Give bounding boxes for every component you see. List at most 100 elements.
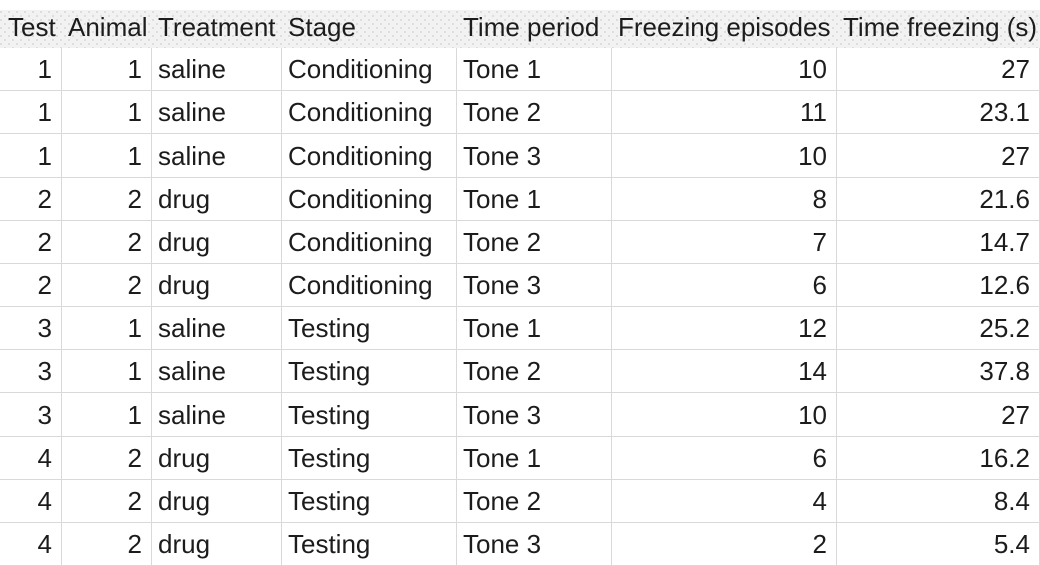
table-row: 1 1 saline Conditioning Tone 3 10 27 (0, 134, 1040, 178)
cell-treatment[interactable]: drug (152, 263, 282, 306)
header-animal[interactable]: Animal (68, 12, 148, 42)
cell-stage[interactable]: Conditioning (282, 220, 457, 263)
cell-animal[interactable]: 2 (62, 263, 152, 306)
cell-test[interactable]: 2 (0, 177, 62, 220)
cell-animal[interactable]: 2 (62, 522, 152, 565)
cell-time_period[interactable]: Tone 1 (457, 48, 612, 91)
cell-freezing_episodes[interactable]: 14 (612, 350, 837, 393)
cell-treatment[interactable]: saline (152, 134, 282, 177)
cell-time_period[interactable]: Tone 1 (457, 436, 612, 479)
table-row: 2 2 drug Conditioning Tone 3 6 12.6 (0, 263, 1040, 307)
cell-stage[interactable]: Conditioning (282, 263, 457, 306)
cell-freezing_episodes[interactable]: 6 (612, 263, 837, 306)
cell-freezing_episodes[interactable]: 11 (612, 91, 837, 134)
cell-treatment[interactable]: saline (152, 350, 282, 393)
cell-freezing_episodes[interactable]: 8 (612, 177, 837, 220)
cell-test[interactable]: 1 (0, 91, 62, 134)
cell-freezing_episodes[interactable]: 12 (612, 307, 837, 350)
cell-stage[interactable]: Testing (282, 522, 457, 565)
cell-animal[interactable]: 1 (62, 350, 152, 393)
cell-test[interactable]: 3 (0, 393, 62, 436)
cell-time_period[interactable]: Tone 2 (457, 220, 612, 263)
cell-stage[interactable]: Testing (282, 479, 457, 522)
cell-freezing_episodes[interactable]: 10 (612, 48, 837, 91)
cell-stage[interactable]: Conditioning (282, 134, 457, 177)
cell-treatment[interactable]: drug (152, 522, 282, 565)
cell-animal[interactable]: 1 (62, 307, 152, 350)
cell-time_freezing_s[interactable]: 25.2 (837, 307, 1040, 350)
cell-animal[interactable]: 1 (62, 134, 152, 177)
cell-animal[interactable]: 1 (62, 393, 152, 436)
cell-stage[interactable]: Conditioning (282, 177, 457, 220)
cell-treatment[interactable]: drug (152, 177, 282, 220)
cell-time_freezing_s[interactable]: 16.2 (837, 436, 1040, 479)
cell-freezing_episodes[interactable]: 7 (612, 220, 837, 263)
cell-stage[interactable]: Testing (282, 350, 457, 393)
cell-test[interactable]: 2 (0, 263, 62, 306)
cell-treatment[interactable]: saline (152, 307, 282, 350)
cell-test[interactable]: 1 (0, 134, 62, 177)
cell-stage[interactable]: Testing (282, 436, 457, 479)
cell-time_freezing_s[interactable]: 12.6 (837, 263, 1040, 306)
cell-time_period[interactable]: Tone 1 (457, 177, 612, 220)
cell-time_freezing_s[interactable]: 27 (837, 393, 1040, 436)
cell-time_freezing_s[interactable]: 27 (837, 48, 1040, 91)
cell-time_period[interactable]: Tone 3 (457, 522, 612, 565)
cell-stage[interactable]: Testing (282, 393, 457, 436)
cell-time_period[interactable]: Tone 2 (457, 479, 612, 522)
cell-stage[interactable]: Conditioning (282, 48, 457, 91)
cell-test[interactable]: 1 (0, 48, 62, 91)
cell-time_period[interactable]: Tone 3 (457, 263, 612, 306)
table-row: 3 1 saline Testing Tone 3 10 27 (0, 393, 1040, 437)
cell-animal[interactable]: 2 (62, 220, 152, 263)
cell-test[interactable]: 3 (0, 307, 62, 350)
table-row: 4 2 drug Testing Tone 1 6 16.2 (0, 436, 1040, 480)
cell-freezing_episodes[interactable]: 2 (612, 522, 837, 565)
cell-stage[interactable]: Conditioning (282, 91, 457, 134)
cell-time_period[interactable]: Tone 2 (457, 350, 612, 393)
header-time-freezing[interactable]: Time freezing (s) (843, 12, 1038, 42)
cell-time_freezing_s[interactable]: 37.8 (837, 350, 1040, 393)
cell-time_period[interactable]: Tone 3 (457, 134, 612, 177)
cell-animal[interactable]: 2 (62, 177, 152, 220)
header-test[interactable]: Test (8, 12, 56, 42)
header-freezing-episodes[interactable]: Freezing episodes (618, 12, 831, 42)
cell-stage[interactable]: Testing (282, 307, 457, 350)
cell-freezing_episodes[interactable]: 10 (612, 134, 837, 177)
cell-test[interactable]: 3 (0, 350, 62, 393)
cell-time_freezing_s[interactable]: 27 (837, 134, 1040, 177)
cell-time_freezing_s[interactable]: 8.4 (837, 479, 1040, 522)
cell-animal[interactable]: 2 (62, 479, 152, 522)
cell-test[interactable]: 4 (0, 436, 62, 479)
cell-treatment[interactable]: saline (152, 393, 282, 436)
table-row: 3 1 saline Testing Tone 1 12 25.2 (0, 307, 1040, 351)
cell-time_freezing_s[interactable]: 21.6 (837, 177, 1040, 220)
cell-freezing_episodes[interactable]: 4 (612, 479, 837, 522)
cell-treatment[interactable]: drug (152, 479, 282, 522)
header-stage[interactable]: Stage (288, 12, 356, 42)
cell-animal[interactable]: 2 (62, 436, 152, 479)
cell-treatment[interactable]: drug (152, 436, 282, 479)
cell-test[interactable]: 2 (0, 220, 62, 263)
cell-treatment[interactable]: saline (152, 48, 282, 91)
table-row: 1 1 saline Conditioning Tone 2 11 23.1 (0, 91, 1040, 135)
cell-freezing_episodes[interactable]: 10 (612, 393, 837, 436)
cell-animal[interactable]: 1 (62, 91, 152, 134)
cell-time_period[interactable]: Tone 1 (457, 307, 612, 350)
cell-treatment[interactable]: saline (152, 91, 282, 134)
cell-treatment[interactable]: drug (152, 220, 282, 263)
cell-test[interactable]: 4 (0, 522, 62, 565)
header-treatment[interactable]: Treatment (158, 12, 276, 42)
header-time-period[interactable]: Time period (463, 12, 600, 42)
cell-time_period[interactable]: Tone 2 (457, 91, 612, 134)
table-header-row: Test Animal Treatment Stage Time period … (0, 10, 1040, 48)
cell-time_freezing_s[interactable]: 14.7 (837, 220, 1040, 263)
cell-time_freezing_s[interactable]: 5.4 (837, 522, 1040, 565)
cell-time_freezing_s[interactable]: 23.1 (837, 91, 1040, 134)
cell-test[interactable]: 4 (0, 479, 62, 522)
cell-freezing_episodes[interactable]: 6 (612, 436, 837, 479)
cell-animal[interactable]: 1 (62, 48, 152, 91)
table-row: 3 1 saline Testing Tone 2 14 37.8 (0, 350, 1040, 394)
cell-time_period[interactable]: Tone 3 (457, 393, 612, 436)
